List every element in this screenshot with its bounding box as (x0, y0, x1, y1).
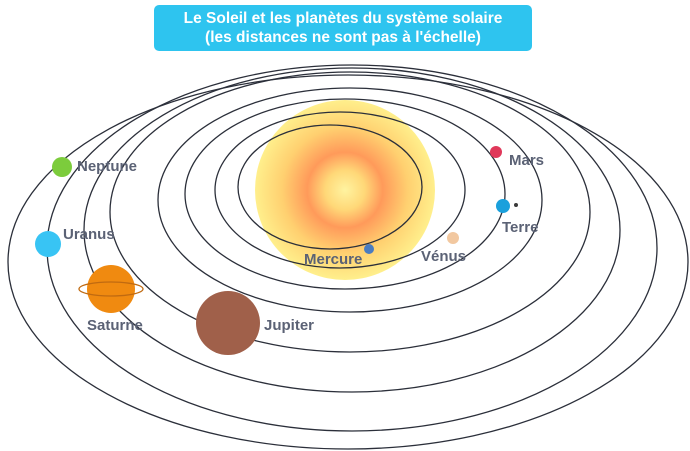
title-banner: Le Soleil et les planètes du système sol… (154, 5, 532, 51)
label-saturne: Saturne (87, 317, 143, 334)
planet-venus (447, 232, 459, 244)
planet-mars (490, 146, 502, 158)
label-mars: Mars (509, 152, 544, 169)
title-line-1: Le Soleil et les planètes du système sol… (183, 10, 503, 27)
orbit-terre (184, 98, 506, 290)
orbit-mercure (237, 124, 423, 250)
orbit-venus (214, 111, 466, 269)
planet-saturne (78, 265, 144, 313)
orbit-neptune (7, 74, 689, 450)
sun (255, 100, 435, 280)
label-jupiter: Jupiter (264, 317, 314, 334)
planet-jupiter (196, 291, 260, 355)
label-uranus: Uranus (63, 226, 115, 243)
label-mercure: Mercure (304, 251, 362, 268)
moon (514, 203, 518, 207)
orbit-mars (157, 87, 543, 313)
planet-neptune (52, 157, 72, 177)
label-terre: Terre (502, 219, 538, 236)
planet-uranus (35, 231, 61, 257)
label-neptune: Neptune (77, 158, 137, 175)
title-line-2: (les distances ne sont pas à l'échelle) (205, 29, 481, 46)
planet-mercure (364, 244, 374, 254)
orbit-saturne (83, 67, 621, 393)
orbit-jupiter (109, 71, 591, 353)
planet-terre (496, 199, 510, 213)
label-venus: Vénus (421, 248, 466, 265)
orbits (7, 64, 689, 450)
